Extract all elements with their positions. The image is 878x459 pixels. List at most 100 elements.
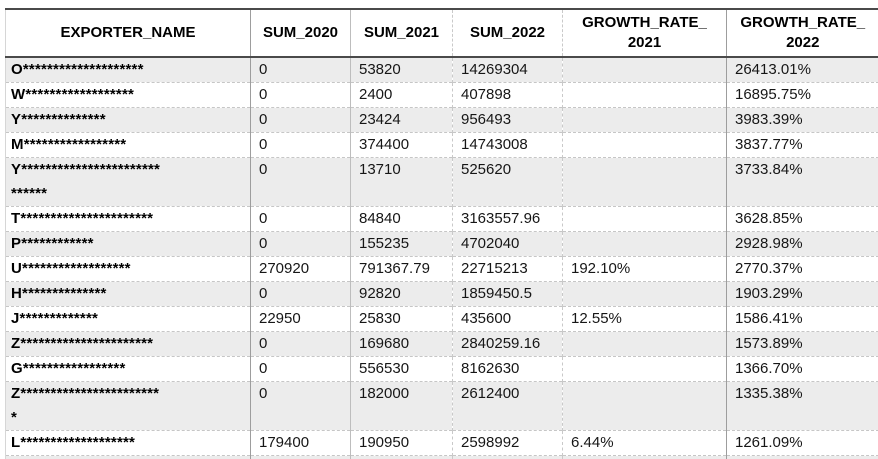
cell-sum-2022[interactable]: 14743008	[452, 132, 563, 158]
cell-sum-2022[interactable]: 2840259.16	[452, 331, 563, 357]
table-row: U****************** 270920 791367.79 227152…	[5, 256, 878, 282]
cell-exporter-name[interactable]: W******************	[5, 82, 251, 108]
cell-sum-2021[interactable]: 25830	[350, 306, 453, 332]
cell-sum-2020[interactable]: 0	[250, 82, 351, 108]
cell-exporter-name[interactable]: P************	[5, 231, 251, 257]
cell-sum-2022[interactable]: 435600	[452, 306, 563, 332]
cell-sum-2021[interactable]: 190950	[350, 430, 453, 456]
column-header-exporter-name[interactable]: EXPORTER_NAME	[5, 9, 251, 58]
cell-exporter-name[interactable]: G*****************	[5, 356, 251, 382]
cell-growth-rate-2021[interactable]	[562, 381, 727, 431]
cell-sum-2021[interactable]: 556530	[350, 356, 453, 382]
cell-exporter-name[interactable]: Y*********************** ******	[5, 157, 251, 207]
column-header-sum-2020[interactable]: SUM_2020	[250, 9, 351, 58]
cell-sum-2022[interactable]: 407898	[452, 82, 563, 108]
column-header-sum-2022[interactable]: SUM_2022	[452, 9, 563, 58]
cell-sum-2022[interactable]: 2612400	[452, 381, 563, 431]
cell-growth-rate-2021[interactable]	[562, 82, 727, 108]
cell-growth-rate-2022[interactable]: 1586.41%	[726, 306, 878, 332]
cell-sum-2020[interactable]: 0	[250, 206, 351, 232]
table-row: J************* 22950 25830 435600 12.55% 1586…	[5, 306, 878, 332]
cell-sum-2020[interactable]: 0	[250, 356, 351, 382]
cell-sum-2021[interactable]: 92820	[350, 281, 453, 307]
cell-sum-2020[interactable]: 270920	[250, 256, 351, 282]
cell-exporter-name[interactable]: M*****************	[5, 132, 251, 158]
cell-exporter-name[interactable]: Z**********************	[5, 331, 251, 357]
cell-growth-rate-2021[interactable]	[562, 281, 727, 307]
cell-sum-2021[interactable]: 155235	[350, 231, 453, 257]
cell-sum-2022[interactable]: 1859450.5	[452, 281, 563, 307]
cell-sum-2022[interactable]: 8162630	[452, 356, 563, 382]
cell-growth-rate-2022[interactable]: 3628.85%	[726, 206, 878, 232]
table-row: W****************** 0 2400 407898 16895.75%	[5, 82, 878, 108]
cell-growth-rate-2022[interactable]: 1903.29%	[726, 281, 878, 307]
cell-sum-2021[interactable]: 23424	[350, 107, 453, 133]
cell-exporter-name[interactable]: L*******************	[5, 430, 251, 456]
cell-growth-rate-2021[interactable]	[562, 206, 727, 232]
cell-exporter-name[interactable]: O********************	[5, 56, 251, 83]
cell-exporter-name[interactable]: Z*********************** *	[5, 381, 251, 431]
cell-growth-rate-2022[interactable]: 3983.39%	[726, 107, 878, 133]
header-row: EXPORTER_NAME SUM_2020 SUM_2021 SUM_2022…	[5, 9, 878, 58]
cell-sum-2022[interactable]: 22715213	[452, 256, 563, 282]
cell-growth-rate-2022[interactable]: 26413.01%	[726, 56, 878, 83]
cell-growth-rate-2021[interactable]	[562, 107, 727, 133]
cell-growth-rate-2022[interactable]: 1573.89%	[726, 331, 878, 357]
column-header-growth-rate-2021[interactable]: GROWTH_RATE_ 2021	[562, 9, 727, 58]
cell-growth-rate-2022[interactable]: 1335.38%	[726, 381, 878, 431]
cell-sum-2022[interactable]: 2598992	[452, 430, 563, 456]
cell-sum-2021[interactable]: 84840	[350, 206, 453, 232]
cell-sum-2022[interactable]: 3163557.96	[452, 206, 563, 232]
cell-exporter-name[interactable]: Y**************	[5, 107, 251, 133]
cell-exporter-name[interactable]: U******************	[5, 256, 251, 282]
cell-growth-rate-2021[interactable]	[562, 157, 727, 207]
cell-exporter-name[interactable]: T**********************	[5, 206, 251, 232]
cell-sum-2020[interactable]: 0	[250, 281, 351, 307]
cell-growth-rate-2022[interactable]: 2770.37%	[726, 256, 878, 282]
column-header-growth-rate-2022[interactable]: GROWTH_RATE_ 2022	[726, 9, 878, 58]
cell-growth-rate-2022[interactable]: 1261.09%	[726, 430, 878, 456]
cell-exporter-name[interactable]: H**************	[5, 281, 251, 307]
cell-sum-2022[interactable]: 4702040	[452, 231, 563, 257]
cell-sum-2021[interactable]: 374400	[350, 132, 453, 158]
cell-sum-2022[interactable]: 956493	[452, 107, 563, 133]
cell-growth-rate-2022[interactable]: 16895.75%	[726, 82, 878, 108]
cell-growth-rate-2021[interactable]: 6.44%	[562, 430, 727, 456]
column-header-sum-2021[interactable]: SUM_2021	[350, 9, 453, 58]
table-row: P************ 0 155235 4702040 2928.98%	[5, 231, 878, 257]
cell-growth-rate-2022[interactable]: 1366.70%	[726, 356, 878, 382]
cell-growth-rate-2022[interactable]: 3733.84%	[726, 157, 878, 207]
cell-growth-rate-2021[interactable]	[562, 331, 727, 357]
cell-growth-rate-2021[interactable]	[562, 132, 727, 158]
cell-growth-rate-2021[interactable]	[562, 56, 727, 83]
cell-growth-rate-2022[interactable]: 2928.98%	[726, 231, 878, 257]
cell-sum-2020[interactable]: 0	[250, 381, 351, 431]
cell-sum-2020[interactable]: 0	[250, 56, 351, 83]
cell-sum-2022[interactable]: 525620	[452, 157, 563, 207]
cell-sum-2020[interactable]: 0	[250, 331, 351, 357]
cell-sum-2021[interactable]: 169680	[350, 331, 453, 357]
cell-sum-2020[interactable]: 0	[250, 107, 351, 133]
cell-sum-2021[interactable]: 791367.79	[350, 256, 453, 282]
cell-sum-2021[interactable]: 2400	[350, 82, 453, 108]
cell-exporter-name[interactable]: J*************	[5, 306, 251, 332]
cell-sum-2020[interactable]: 0	[250, 231, 351, 257]
cell-growth-rate-2022[interactable]: 3837.77%	[726, 132, 878, 158]
cell-growth-rate-2021[interactable]: 12.55%	[562, 306, 727, 332]
cell-growth-rate-2021[interactable]: 192.10%	[562, 256, 727, 282]
partial-row	[5, 455, 878, 459]
cell-growth-rate-2021[interactable]	[562, 231, 727, 257]
cell-sum-2020[interactable]: 0	[250, 157, 351, 207]
cell-sum-2021[interactable]: 13710	[350, 157, 453, 207]
table-row: O******************** 0 53820 14269304 26413…	[5, 56, 878, 83]
cell-sum-2020[interactable]: 22950	[250, 306, 351, 332]
table-row: Z********************** 0 169680 2840259.16…	[5, 331, 878, 357]
cell-sum-2021[interactable]: 53820	[350, 56, 453, 83]
cell-partial	[452, 455, 563, 459]
cell-sum-2021[interactable]: 182000	[350, 381, 453, 431]
cell-growth-rate-2021[interactable]	[562, 356, 727, 382]
cell-sum-2020[interactable]: 0	[250, 132, 351, 158]
cell-sum-2022[interactable]: 14269304	[452, 56, 563, 83]
cell-sum-2020[interactable]: 179400	[250, 430, 351, 456]
